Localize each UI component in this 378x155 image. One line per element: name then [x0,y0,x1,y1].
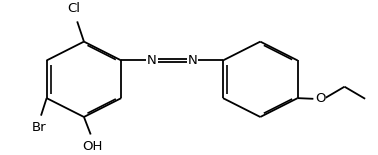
Text: O: O [315,92,326,105]
Text: OH: OH [82,140,103,153]
Text: N: N [147,54,156,67]
Text: Br: Br [32,121,46,134]
Text: N: N [187,54,197,67]
Text: Cl: Cl [67,2,80,15]
